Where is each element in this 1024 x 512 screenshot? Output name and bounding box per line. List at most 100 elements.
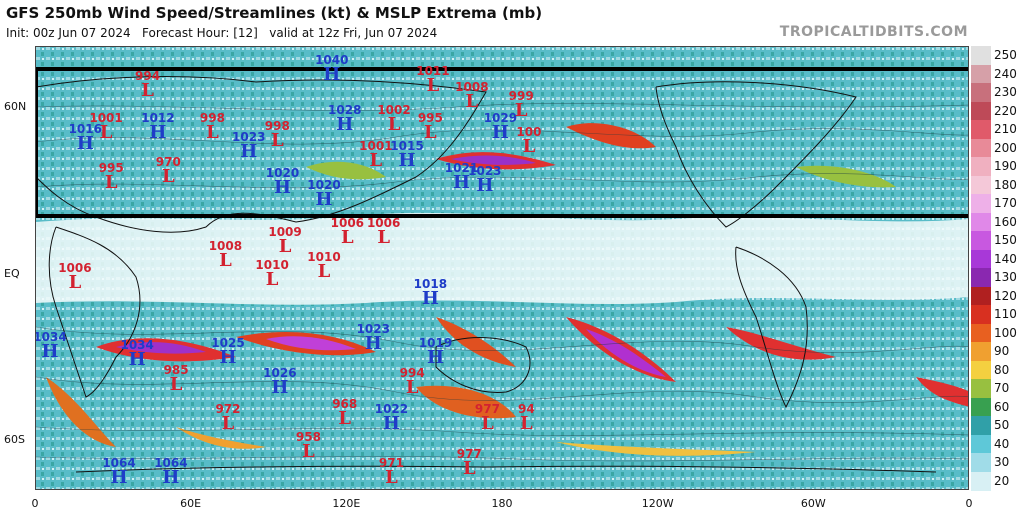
colorbar-label: 220 <box>994 103 1017 118</box>
colorbar-segment <box>971 175 991 195</box>
high-symbol: H <box>382 413 400 435</box>
pressure-value: 1006 <box>366 216 401 231</box>
lat-label: 60S <box>4 433 25 447</box>
colorbar-segment <box>971 434 991 454</box>
high-symbol: H <box>41 341 59 363</box>
high-symbol: H <box>271 377 289 399</box>
colorbar-segment <box>971 249 991 269</box>
pressure-value: 1008 <box>455 80 489 95</box>
pressure-value: 1022 <box>374 402 409 417</box>
pressure-value: 1025 <box>211 335 245 350</box>
colorbar-label: 130 <box>994 270 1017 285</box>
pressure-value: 1026 <box>263 366 297 381</box>
high-pressure-marker: 1023 H <box>357 323 390 353</box>
low-symbol: L <box>104 171 118 193</box>
colorbar-label: 250 <box>994 48 1017 63</box>
pressure-value: 1006 <box>58 260 92 275</box>
high-pressure-marker: 1021 H <box>445 162 478 192</box>
low-symbol: L <box>278 235 292 257</box>
pressure-value: 1064 <box>154 456 188 470</box>
high-pressure-marker: 1020 H <box>307 179 340 209</box>
lon-label: 120E <box>332 497 361 510</box>
low-symbol: L <box>221 413 235 435</box>
high-pressure-marker: 1029 H <box>484 112 517 142</box>
jet-streaks <box>46 123 968 456</box>
high-symbol: H <box>323 63 341 85</box>
colorbar-label: 80 <box>994 362 1010 377</box>
low-symbol: L <box>99 121 113 143</box>
high-pressure-marker: 1064 H <box>102 457 135 487</box>
low-symbol: L <box>341 227 354 249</box>
low-pressure-marker: 972 L <box>215 403 240 433</box>
pressure-value: 1021 <box>444 160 479 175</box>
colorbar-label: 200 <box>994 140 1017 155</box>
pressure-extrema-layer: 1001 L 1012 H 998 L 1023 H 998 L 1040 H 1028 H 1020 H 10… <box>35 47 968 489</box>
colorbar-label: 90 <box>994 344 1010 359</box>
pressure-value: 985 <box>163 363 189 378</box>
pressure-value: 1010 <box>255 258 289 272</box>
pressure-value: 1001 <box>359 138 393 153</box>
high-pressure-marker: 1018 H <box>414 278 447 308</box>
low-pressure-marker: 94 L <box>518 403 535 433</box>
pressure-value: 1001 <box>89 110 123 125</box>
low-symbol: L <box>369 149 383 171</box>
low-pressure-marker: 1006 L <box>58 262 91 292</box>
low-symbol: L <box>405 377 419 399</box>
colorbar-label: 40 <box>994 436 1010 451</box>
pressure-value: 970 <box>155 155 181 170</box>
colorbar-segment <box>971 83 991 102</box>
high-pressure-marker: 1026 H <box>263 367 296 397</box>
colorbar-label: 150 <box>994 233 1017 248</box>
high-symbol: H <box>315 188 333 210</box>
high-symbol: H <box>398 149 416 171</box>
colorbar-label: 210 <box>994 122 1017 137</box>
pressure-value: 958 <box>295 430 321 445</box>
lat-label: 60N <box>4 100 27 114</box>
pressure-value: 1006 <box>330 216 365 231</box>
coastlines <box>36 76 937 473</box>
pressure-value: 998 <box>264 119 290 134</box>
colorbar-label: 30 <box>994 455 1010 470</box>
high-pressure-marker: 1019 H <box>419 337 452 367</box>
colorbar-label: 50 <box>994 418 1010 433</box>
pressure-value: 1012 <box>141 110 175 125</box>
colorbar-label: 240 <box>994 66 1017 81</box>
low-symbol: L <box>387 113 401 135</box>
pressure-value: 1019 <box>418 335 453 350</box>
low-symbol: L <box>514 99 528 121</box>
low-pressure-marker: 1001 L <box>89 112 122 142</box>
high-pressure-marker: 1022 H <box>375 403 408 433</box>
low-symbol: L <box>161 166 175 188</box>
low-pressure-marker: 1006 L <box>367 217 400 247</box>
low-symbol: L <box>465 91 479 113</box>
low-pressure-marker: 1009 L <box>268 226 301 256</box>
high-symbol: H <box>110 467 128 488</box>
high-pressure-marker: 1016 H <box>69 123 102 153</box>
pressure-value: 1034 <box>35 330 67 345</box>
lat-label: EQ <box>4 266 20 280</box>
lon-label: 0 <box>965 497 973 510</box>
low-symbol: L <box>317 260 331 282</box>
lon-label: 120W <box>641 497 674 510</box>
low-pressure-marker: 1006 L <box>331 217 364 247</box>
pressure-value: 1034 <box>120 338 154 353</box>
colorbar-segment <box>971 64 991 84</box>
low-pressure-marker: 999 L <box>509 90 534 120</box>
pressure-value: 999 <box>508 88 534 103</box>
pressure-value: 972 <box>215 402 241 417</box>
pressure-value: 1023 <box>232 130 266 145</box>
pressure-value: 994 <box>135 69 161 84</box>
low-symbol: L <box>424 121 437 143</box>
colorbar-segment <box>971 157 991 176</box>
colorbar-segment <box>971 416 991 435</box>
colorbar-segment <box>971 120 991 139</box>
colorbar-segment <box>971 397 991 417</box>
low-symbol: L <box>68 271 82 293</box>
colorbar <box>971 46 991 491</box>
pressure-value: 977 <box>474 402 500 417</box>
pressure-value: 1029 <box>483 110 518 125</box>
low-symbol: L <box>169 374 183 396</box>
low-symbol: L <box>481 413 494 435</box>
high-pressure-marker: 1023 H <box>468 165 501 195</box>
site-watermark: TROPICALTIDBITS.COM <box>779 24 968 40</box>
